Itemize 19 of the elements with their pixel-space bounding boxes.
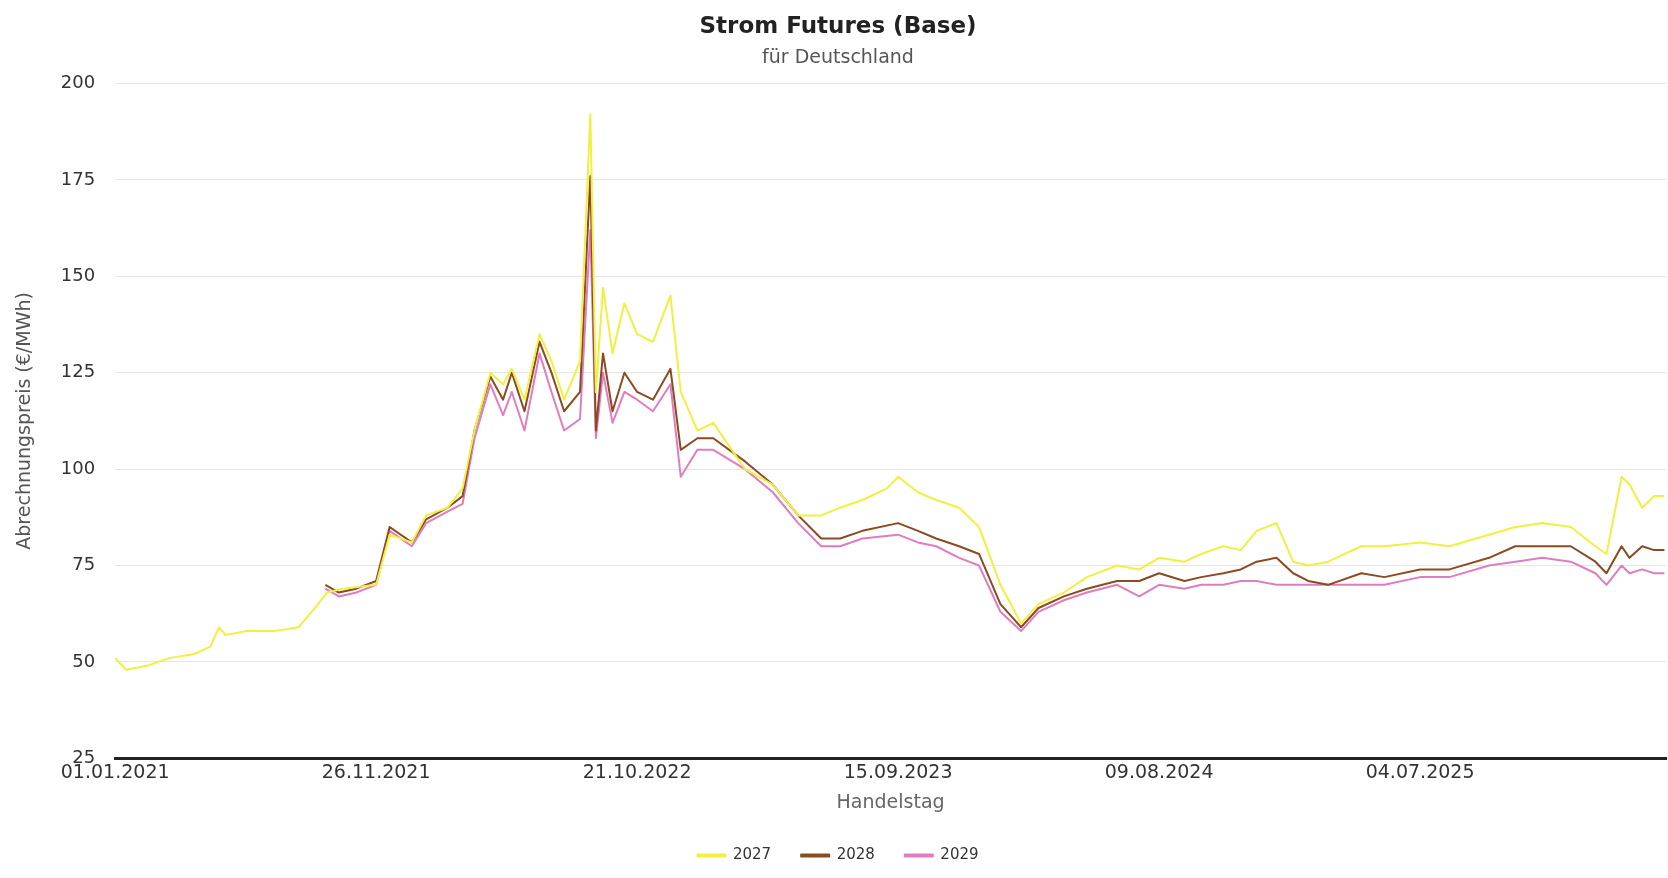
y-tick-label: 150 [60, 263, 96, 285]
chart-title: Strom Futures (Base) [699, 11, 977, 38]
x-tick-label: 15.09.2023 [843, 759, 953, 782]
x-tick-label: 04.07.2025 [1365, 759, 1475, 782]
y-tick-label: 125 [60, 360, 96, 382]
y-tick-label: 175 [60, 167, 96, 189]
legend-label: 2027 [732, 845, 772, 864]
x-tick-label: 21.10.2022 [582, 759, 692, 782]
y-tick-label: 50 [72, 649, 96, 671]
chart-subtitle: für Deutschland [762, 44, 914, 67]
x-tick-label: 09.08.2024 [1104, 759, 1214, 782]
x-tick-label: 26.11.2021 [321, 759, 431, 782]
y-tick-label: 100 [60, 456, 96, 478]
legend-label: 2028 [836, 845, 875, 864]
x-axis-title: Handelstag [836, 789, 945, 812]
legend-label: 2029 [940, 845, 979, 864]
y-tick-label: 75 [72, 553, 96, 575]
y-tick-label: 200 [60, 71, 96, 93]
y-axis-title: Abrechnungspreis (€/MWh) [12, 292, 35, 550]
